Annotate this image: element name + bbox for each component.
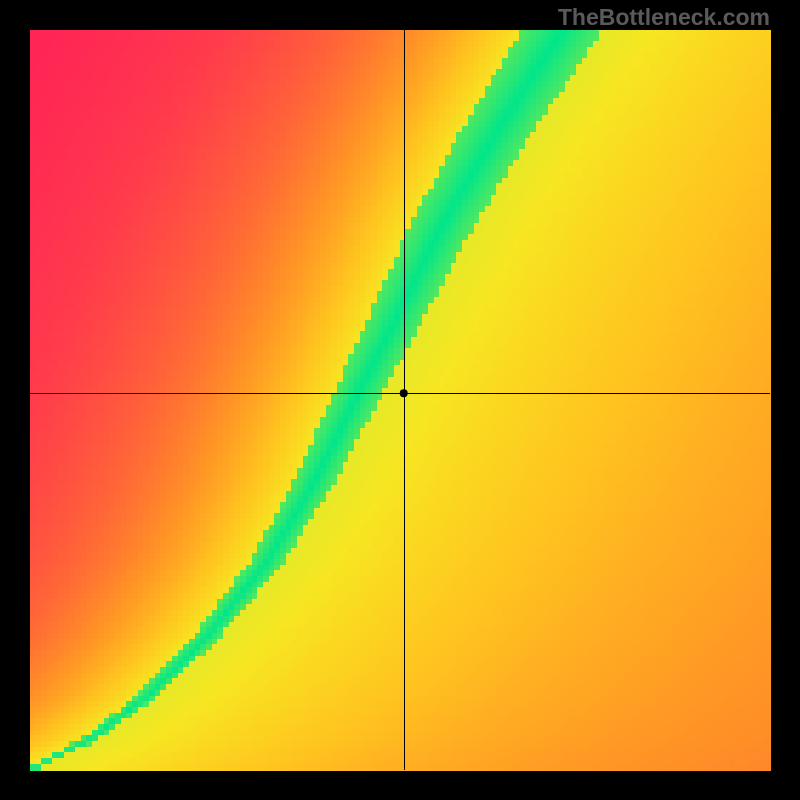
bottleneck-heatmap (0, 0, 800, 800)
watermark-text: TheBottleneck.com (558, 4, 770, 31)
